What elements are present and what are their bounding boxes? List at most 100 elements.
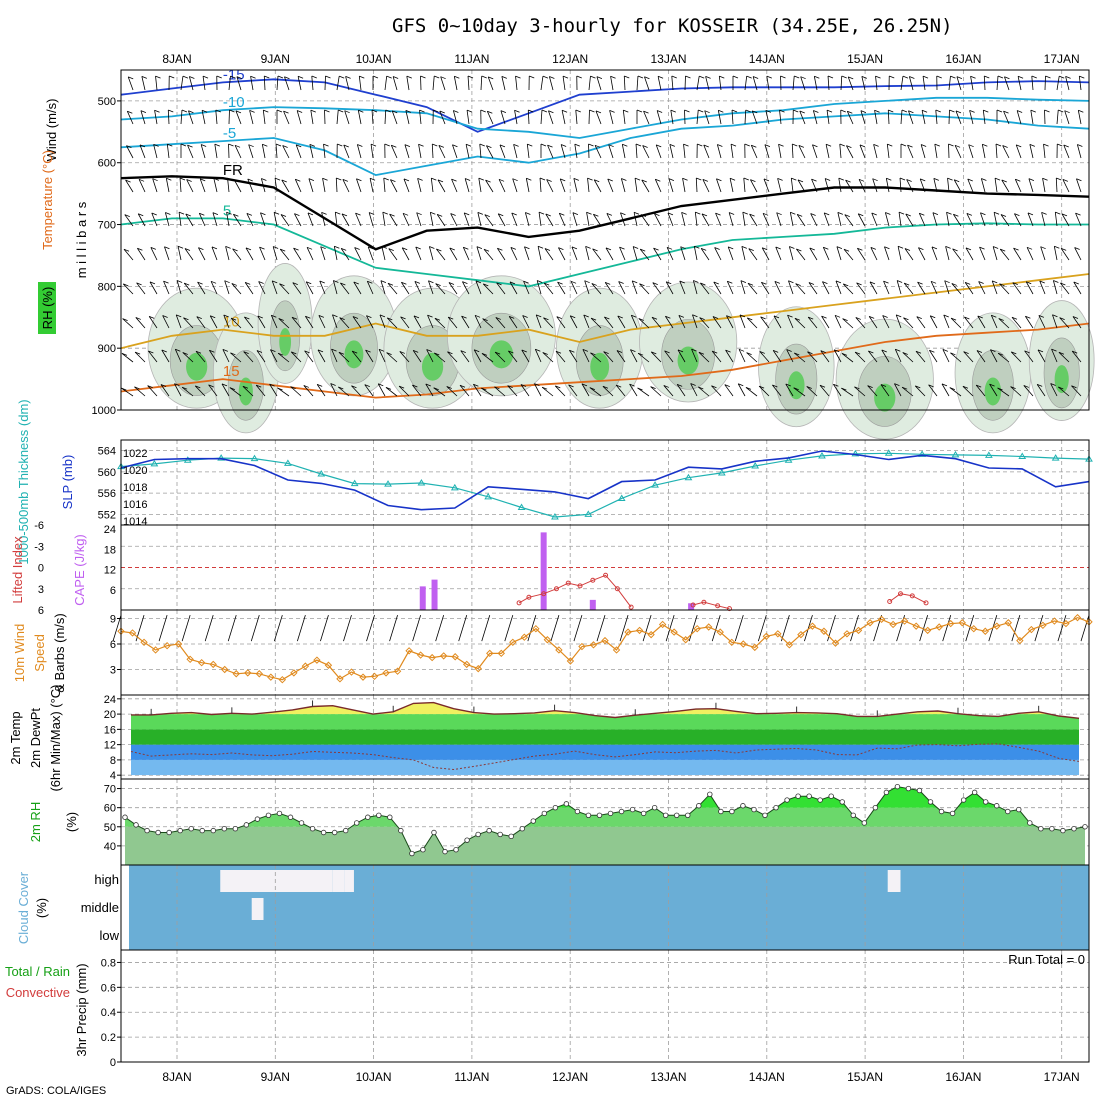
wind-barb — [933, 178, 938, 193]
wind-barb-feather — [481, 387, 487, 391]
wind-barb — [382, 212, 386, 227]
wind-barb — [825, 144, 830, 159]
wind-barb — [148, 316, 158, 329]
wind-barb-feather — [969, 110, 975, 113]
wind-barb — [383, 178, 386, 193]
wind-barb — [228, 76, 231, 91]
wind-barb-feather — [640, 214, 647, 217]
wind-barb-feather — [663, 385, 669, 388]
wind-barb-feather — [177, 245, 184, 249]
wind-barb-feather — [544, 282, 550, 286]
wind-barb — [639, 248, 650, 261]
wind-barb-feather — [836, 246, 843, 249]
lifted-tick: -6 — [34, 520, 44, 532]
wind10m-barb — [711, 614, 721, 642]
wind10m-marker — [163, 641, 171, 650]
wind-barb — [185, 213, 194, 227]
wind-barb-feather — [920, 178, 926, 182]
y-tick-label: 0.2 — [101, 1032, 116, 1044]
wind-barb-feather — [179, 177, 186, 181]
wind-barb-feather — [1000, 248, 1006, 252]
wind-barb-feather — [306, 281, 312, 285]
wind-barb — [621, 144, 626, 159]
wind-barb-feather — [386, 75, 392, 79]
wind10m-marker — [290, 669, 298, 677]
wind-barb-feather — [917, 281, 923, 285]
isotherm-label: 15 — [223, 363, 240, 380]
wind-barb — [227, 178, 230, 193]
rh-marker — [696, 803, 702, 809]
wind-barb — [838, 178, 842, 193]
wind-barb-feather — [370, 143, 377, 147]
rh-marker — [552, 804, 559, 811]
wind-barb — [670, 110, 674, 125]
wind-barb-feather — [296, 144, 302, 148]
wind-barb-feather — [338, 109, 344, 113]
wind-barb-feather — [637, 75, 644, 79]
wind-barb-feather — [989, 383, 995, 387]
wind-barb-feather — [680, 246, 686, 250]
wind-barb — [1014, 213, 1022, 227]
lifted-index-marker — [541, 591, 547, 597]
wind-barb — [854, 386, 866, 397]
wind-barb — [1023, 385, 1034, 397]
y-tick-label: 0.4 — [101, 1007, 116, 1019]
wind-barb-feather — [603, 351, 609, 354]
rh-marker — [133, 822, 139, 828]
wind10m-marker — [197, 658, 206, 667]
wind-barb — [609, 110, 614, 125]
wind-barb-feather — [653, 247, 659, 251]
wind-barb-feather — [379, 314, 386, 318]
wind-barb-feather — [930, 315, 936, 319]
wind-barb-feather — [777, 178, 783, 181]
wind-barb — [967, 178, 974, 193]
wind-barb — [886, 144, 890, 159]
wind-barb-feather — [227, 177, 233, 181]
wind-barb-feather — [230, 75, 236, 79]
wind-barb-feather — [621, 178, 627, 181]
rh-marker — [243, 822, 250, 828]
wind10m-marker — [428, 653, 436, 662]
wind-barb — [639, 283, 650, 295]
wind-barb — [571, 246, 578, 261]
date-label-top: 9JAN — [261, 52, 290, 66]
wind10m-marker — [843, 630, 851, 638]
wind10m-barb — [1034, 614, 1044, 642]
wind-barb-feather — [136, 282, 142, 286]
rh-marker — [585, 812, 592, 819]
wind-barb — [731, 110, 734, 125]
wind-barb-feather — [365, 349, 371, 353]
rh-marker — [674, 812, 680, 819]
wind-barb — [535, 314, 542, 329]
wind-barb — [366, 315, 374, 329]
wind-barb — [480, 75, 483, 91]
wind10m-barb — [273, 614, 283, 642]
wind-barb-feather — [1011, 351, 1017, 355]
wind-barb-feather — [966, 213, 973, 216]
wind-barb-feather — [128, 76, 134, 80]
wind-barb-feather — [990, 349, 996, 353]
wind-barb-feather — [462, 281, 468, 285]
rh-marker — [254, 816, 261, 822]
wind-barb — [833, 384, 842, 397]
wind-barb — [1076, 144, 1082, 159]
wind-barb-feather — [806, 386, 812, 389]
wind-barb — [616, 350, 626, 363]
wind-barb-feather — [353, 281, 359, 285]
wind-barb-feather — [666, 246, 673, 250]
wind-barb-feather — [967, 178, 973, 182]
wind-barb-feather — [588, 143, 594, 147]
wind-barb — [501, 76, 506, 91]
wind-barb-feather — [181, 386, 188, 390]
wind-barb-feather — [277, 352, 284, 356]
wind-barb — [897, 246, 902, 261]
wind-barb-feather — [513, 144, 519, 147]
wind-barb — [743, 178, 746, 193]
wind-barb-feather — [872, 178, 878, 182]
wind-barb — [681, 212, 686, 227]
wind-barb — [989, 383, 998, 397]
wind-barb-feather — [280, 214, 287, 217]
rh-marker — [662, 812, 669, 819]
wind-barb-feather — [683, 143, 689, 147]
